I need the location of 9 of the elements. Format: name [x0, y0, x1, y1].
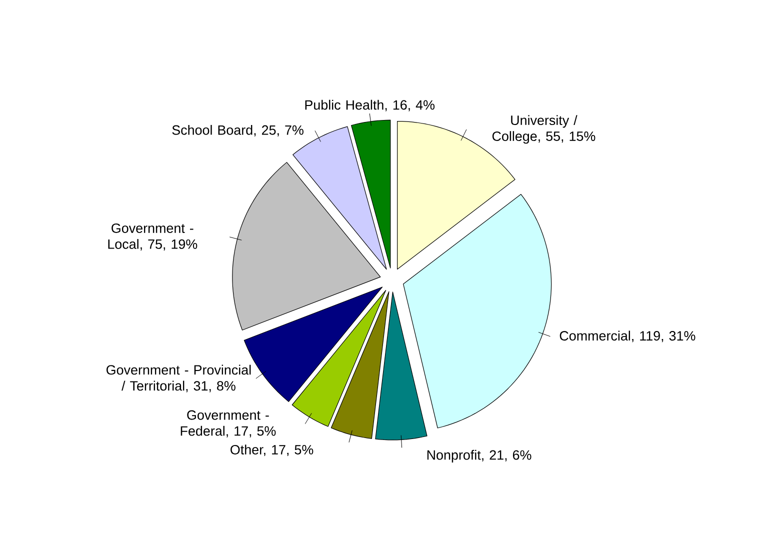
- slice-label: University / College, 55, 15%: [492, 115, 596, 144]
- slice-label: School Board, 25, 7%: [172, 124, 304, 136]
- slice-label: Other, 17, 5%: [230, 444, 314, 456]
- slice-label: Government - Local, 75, 19%: [108, 223, 198, 250]
- legend-label: Government - Federal, 17, 5%: [180, 410, 276, 438]
- slice-label: Commercial, 119, 31%: [560, 330, 696, 342]
- slice-label: Public Health, 16, 4%: [305, 100, 435, 112]
- slice-label: Government - Provincial / Territorial, 31, 8%: [106, 364, 251, 392]
- slice-label: Nonprofit, 21, 6%: [427, 450, 532, 462]
